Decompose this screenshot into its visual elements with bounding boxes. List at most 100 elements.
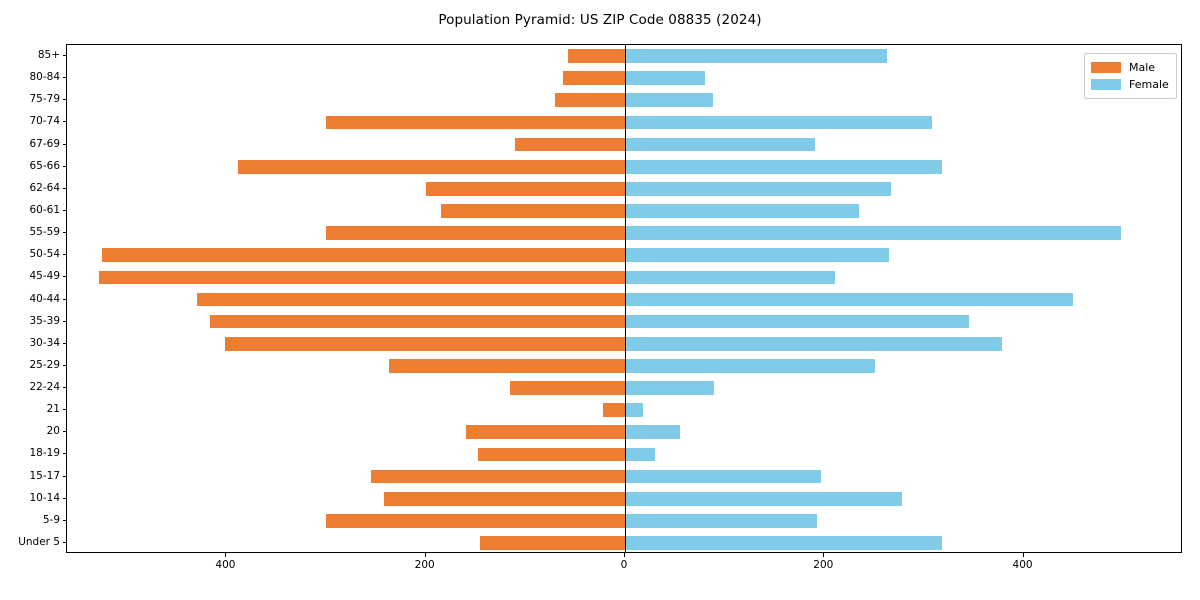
bar-male [563, 71, 625, 86]
bar-female [625, 248, 890, 263]
y-axis-tick-mark [62, 320, 66, 322]
y-axis-tick-label: 25-29 [29, 358, 60, 371]
y-axis-tick-label: 80-84 [29, 71, 60, 84]
bar-male [440, 204, 625, 218]
y-axis-tick-label: 30-34 [29, 336, 60, 349]
bar-male [479, 536, 625, 550]
legend-swatch-icon [1091, 62, 1121, 73]
bar-male [210, 314, 625, 329]
y-axis-tick-mark [62, 165, 66, 167]
bar-row [67, 314, 1181, 329]
y-axis-tick-mark [62, 387, 66, 389]
bar-female [625, 49, 888, 63]
x-axis-tick-mark [225, 553, 227, 557]
bar-row [67, 49, 1181, 63]
bar-male [603, 403, 625, 417]
y-axis-tick-mark [62, 497, 66, 499]
y-axis-tick-mark [62, 187, 66, 189]
bar-female [625, 181, 892, 196]
bar-row [67, 425, 1181, 440]
bar-row [67, 336, 1181, 351]
y-axis-tick-mark [62, 541, 66, 543]
y-axis-tick-mark [62, 77, 66, 79]
bar-row [67, 137, 1181, 152]
bar-row [67, 292, 1181, 307]
legend-entry-male[interactable]: Male [1091, 59, 1169, 76]
y-axis-tick-label: 67-69 [29, 137, 60, 150]
legend-swatch-icon [1091, 79, 1121, 90]
y-axis-tick-label: 62-64 [29, 181, 60, 194]
bar-male [510, 381, 625, 395]
bar-row [67, 513, 1181, 528]
x-axis-tick-mark [424, 553, 426, 557]
y-axis-tick-mark [62, 276, 66, 278]
bar-row [67, 491, 1181, 506]
y-axis-tick-label: 10-14 [29, 491, 60, 504]
bar-row [67, 270, 1181, 285]
chart-legend: Male Female [1084, 53, 1177, 99]
bar-female [625, 115, 932, 130]
bar-row [67, 536, 1181, 550]
y-axis-tick-mark [62, 55, 66, 57]
bar-male [326, 226, 625, 240]
legend-label: Male [1129, 61, 1156, 74]
bar-female [625, 93, 713, 108]
bar-row [67, 248, 1181, 263]
y-axis-tick-label: 85+ [37, 49, 60, 62]
bar-male [196, 292, 625, 307]
y-axis-tick-mark [62, 298, 66, 300]
bar-female [625, 381, 714, 395]
y-axis-tick-mark [62, 99, 66, 101]
x-axis-tick-mark [1022, 553, 1024, 557]
bar-male [326, 115, 625, 130]
bar-female [625, 403, 643, 417]
y-axis-tick-label: 5-9 [42, 513, 60, 526]
bar-row [67, 403, 1181, 417]
y-axis-tick-mark [62, 143, 66, 145]
bar-female [625, 447, 655, 462]
legend-label: Female [1129, 78, 1169, 91]
bar-male [225, 336, 625, 351]
bar-male [555, 93, 625, 108]
y-axis-tick-mark [62, 254, 66, 256]
bar-female [625, 336, 1002, 351]
bar-male [425, 181, 625, 196]
y-axis-tick-label: 40-44 [29, 292, 60, 305]
page-title: Population Pyramid: US ZIP Code 08835 (2… [438, 12, 762, 28]
bar-female [625, 314, 969, 329]
y-axis-tick-mark [62, 364, 66, 366]
bar-female [625, 204, 860, 218]
y-axis-tick-label: 65-66 [29, 159, 60, 172]
bars-container [67, 45, 1181, 552]
y-axis-tick-label: 60-61 [29, 203, 60, 216]
bar-female [625, 513, 818, 528]
bar-male [98, 270, 625, 285]
y-axis-tick-label: 75-79 [29, 93, 60, 106]
bar-male [238, 159, 625, 174]
bar-male [515, 137, 625, 152]
bar-male [326, 513, 625, 528]
bar-female [625, 491, 902, 506]
x-axis-tick-label: 400 [215, 559, 236, 571]
bar-row [67, 381, 1181, 395]
y-axis-tick-label: 35-39 [29, 314, 60, 327]
bar-male [388, 359, 625, 373]
bar-row [67, 226, 1181, 240]
plot-area [66, 44, 1182, 553]
x-axis-tick-label: 200 [813, 559, 834, 571]
y-axis-tick-mark [62, 342, 66, 344]
bar-male [465, 425, 625, 440]
x-axis-tick-label: 0 [620, 559, 628, 571]
y-axis-tick-label: Under 5 [18, 535, 60, 548]
bar-female [625, 270, 836, 285]
bar-row [67, 115, 1181, 130]
y-axis-tick-mark [62, 121, 66, 123]
y-axis-tick-label: 21 [46, 403, 60, 416]
y-axis-tick-mark [62, 475, 66, 477]
y-axis-tick-mark [62, 431, 66, 433]
legend-entry-female[interactable]: Female [1091, 76, 1169, 93]
bar-male [568, 49, 625, 63]
x-axis-tick-label: 200 [414, 559, 435, 571]
y-axis-tick-label: 45-49 [29, 270, 60, 283]
